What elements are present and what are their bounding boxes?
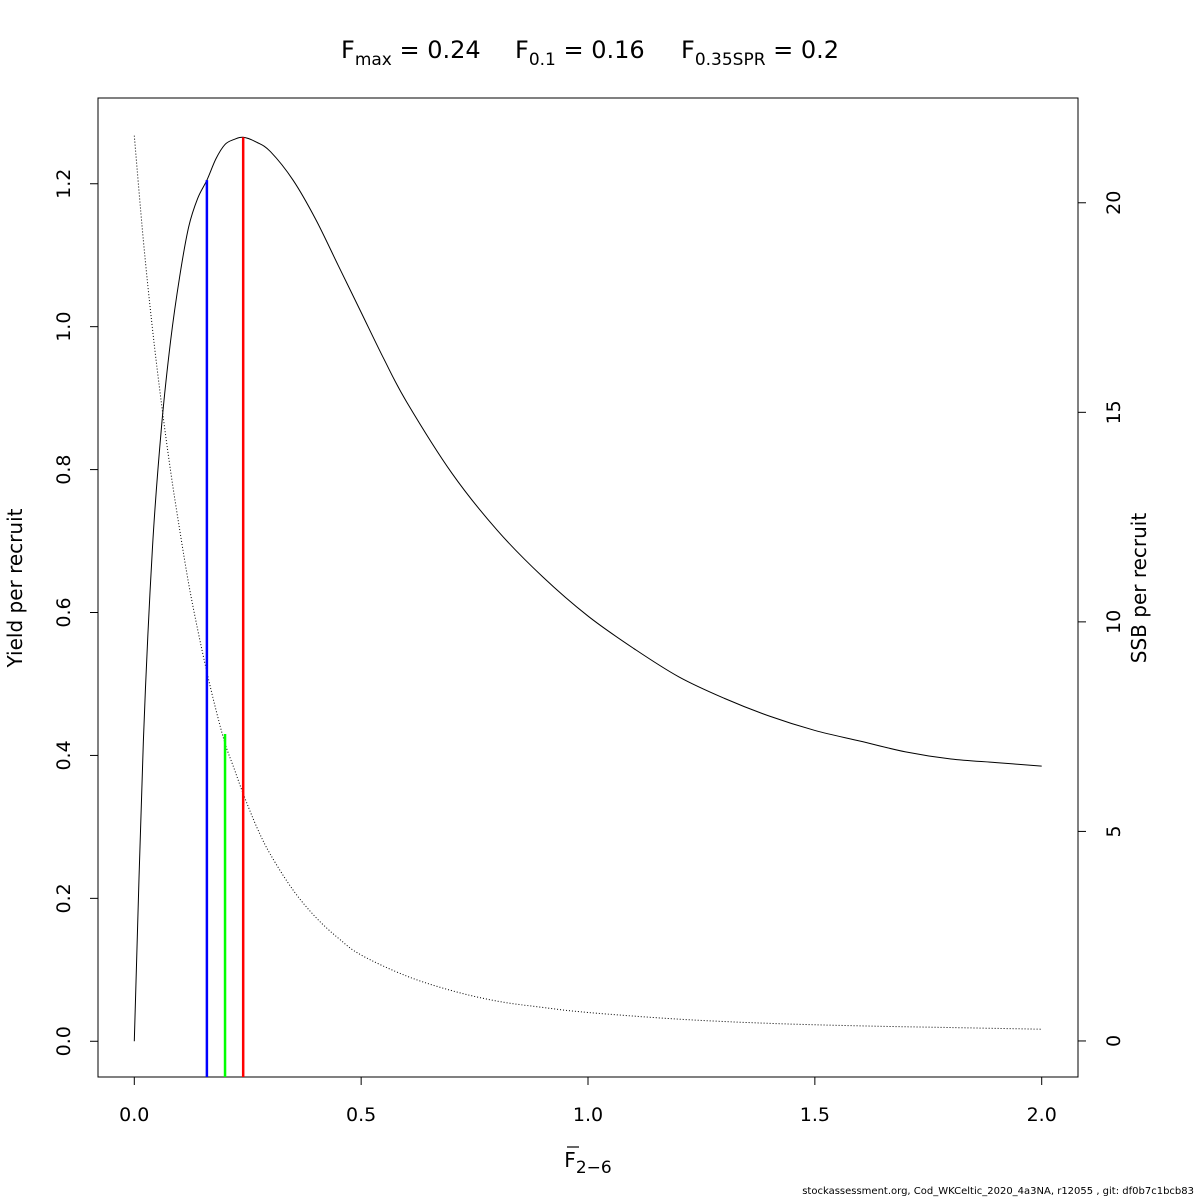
- x-tick-label: 1.5: [800, 1104, 830, 1126]
- x-tick-label: 2.0: [1027, 1104, 1057, 1126]
- y-left-tick-label: 0.8: [53, 454, 75, 484]
- x-tick-label: 1.0: [573, 1104, 603, 1126]
- x-tick-label: 0.5: [346, 1104, 376, 1126]
- axis-ticks: 0.0 0.5 1.0 1.5 2.0 0.0 0.2 0.4 0.6 0.8 1.0 1.2 0 5 10…: [53, 169, 1125, 1126]
- ssb-curve: [133, 135, 1042, 1030]
- y-right-axis-title: SSB per recruit: [1127, 513, 1151, 664]
- plot-frame: [97, 97, 1079, 1078]
- y-right-tick-label: 15: [1103, 400, 1125, 424]
- y-right-tick-label: 0: [1103, 1035, 1125, 1047]
- y-left-tick-label: 1.2: [53, 169, 75, 199]
- y-left-tick-label: 0.2: [53, 883, 75, 913]
- y-left-tick-label: 1.0: [53, 312, 75, 342]
- y-left-tick-label: 0.6: [53, 597, 75, 627]
- y-right-tick-label: 20: [1103, 191, 1125, 215]
- x-tick-label: 0.0: [119, 1104, 149, 1126]
- title-f01: F0.1 = 0.16: [515, 36, 645, 70]
- title-fmax: Fmax = 0.24: [341, 36, 481, 70]
- y-left-tick-label: 0.4: [53, 740, 75, 770]
- y-right-tick-label: 5: [1103, 825, 1125, 837]
- y-right-tick-label: 10: [1103, 610, 1125, 634]
- y-left-axis-title: Yield per recruit: [3, 508, 27, 668]
- title-fspr: F0.35SPR = 0.2: [681, 36, 839, 70]
- footer-source-note: stockassessment.org, Cod_WKCeltic_2020_4…: [802, 1186, 1194, 1197]
- yield-curve: [133, 136, 1042, 1042]
- x-axis-title: F2−6: [564, 1148, 611, 1178]
- series-layer: [133, 135, 1042, 1042]
- y-left-tick-label: 0.0: [53, 1026, 75, 1056]
- reference-lines: [205, 137, 245, 1077]
